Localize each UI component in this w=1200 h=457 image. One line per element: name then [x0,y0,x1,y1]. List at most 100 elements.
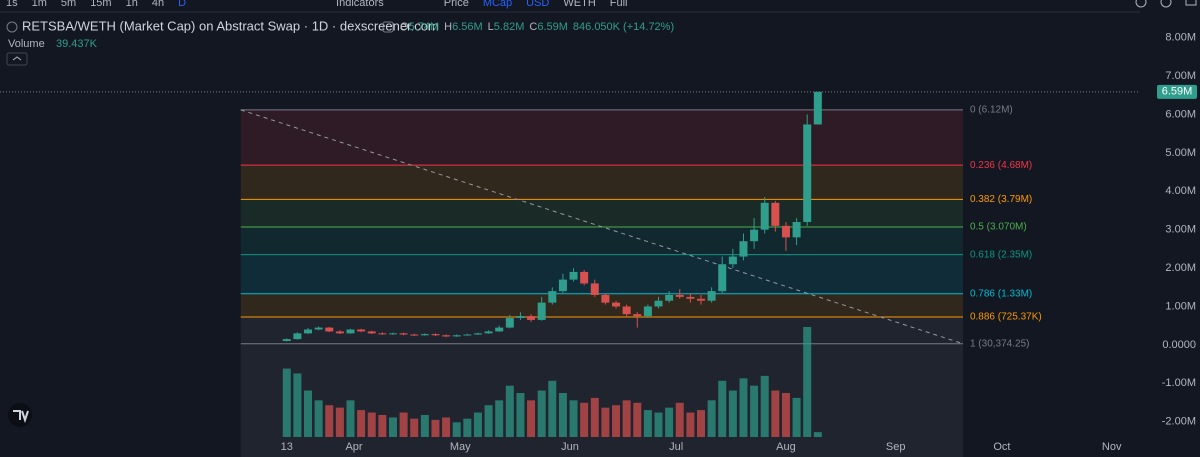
toolbar-item[interactable]: 1s [6,0,18,9]
volume-bar [601,407,610,437]
toolbar-item[interactable]: 15m [90,0,111,9]
fib-band [240,199,963,227]
toolbar-item[interactable]: Indicators [336,0,384,9]
x-tick-label: Oct [993,441,1010,453]
volume-bar [442,417,451,437]
volume-bar [760,375,769,437]
candle-body [367,331,376,334]
volume-bar [771,390,780,437]
candle-body [643,306,652,317]
candle-body [612,302,621,307]
price-axis-bg [1140,0,1200,457]
candle-body [558,279,567,292]
candle-body [527,316,536,320]
candle-body [718,264,727,292]
candle-body [484,331,493,334]
candle-body [314,327,323,330]
volume-bar [739,378,748,437]
volume-bar [282,368,291,437]
toolbar-item[interactable]: MCap [483,0,512,9]
settings-icon[interactable] [1160,0,1172,8]
fib-band [240,109,963,166]
volume-bar [346,400,355,437]
fib-label: 0.886 (725.37K) [970,312,1042,323]
y-tick-label: 8.00M [1165,32,1196,44]
fib-label: 1 (30,374.25) [970,338,1030,349]
fib-trendline [240,109,964,345]
candle-body [304,329,313,334]
candle-body [696,298,705,301]
candle-body [388,333,397,335]
collapse-icon [12,56,22,61]
volume-bar [495,400,504,437]
candle-body [420,334,429,336]
fib-band [240,226,963,255]
volume-bar [750,385,759,437]
volume-bar [378,415,387,437]
y-tick-label: 3.00M [1165,224,1196,236]
volume-bar [304,390,313,437]
toolbar: 1s 1m 5m 15m 1h 4h D Indicators Price MCap USD WETH… [6,0,628,9]
volume-bar [558,393,567,437]
candle-body [495,327,504,332]
candle-body [771,202,780,226]
last-price-label: 6.59M [1162,86,1193,98]
candle-body [569,271,578,280]
candle-body [601,294,610,303]
volume-bar [696,410,705,437]
candle-body [516,316,525,318]
toolbar-item[interactable]: D [178,0,186,9]
volume-label: Volume [8,38,45,50]
toolbar-item[interactable]: Price [444,0,469,9]
toolbar-item[interactable]: 1m [32,0,47,9]
volume-bar [293,373,302,437]
fib-label: 0.618 (2.35M) [970,249,1032,260]
volume-bar [367,412,376,437]
search-icon[interactable] [1135,0,1147,8]
volume-bar [420,415,429,437]
tv-logo-mark [13,410,29,424]
camera-icon[interactable] [1185,0,1197,6]
candle-body [739,241,748,257]
candle-body [548,291,557,303]
toolbar-item[interactable]: USD [526,0,549,9]
volume-bar [505,385,514,437]
x-tick-label: May [450,441,471,453]
candle-body [410,334,419,336]
volume-bar [622,400,631,437]
volume-bar [325,405,334,437]
eye-icon[interactable] [382,21,394,33]
ohlc-change: 846.050K (+14.72%) [573,21,674,33]
volume-bar [654,412,663,437]
toolbar-item[interactable]: 4h [152,0,164,9]
fib-band [240,254,963,294]
candle-body [442,335,451,337]
ohlc-value: 6.59M [537,21,568,33]
candle-body [622,306,631,315]
y-tick-label: 6.00M [1165,108,1196,120]
symbol-icon [6,21,18,33]
x-tick-label: 13 [281,441,293,453]
candle-body [357,329,366,332]
volume-bar [643,410,652,437]
toolbar-item[interactable]: 1h [126,0,138,9]
y-tick-label: -2.00M [1162,416,1196,428]
candle-body [431,334,440,336]
volume-bar [484,405,493,437]
volume-bar [612,405,621,437]
toolbar-item[interactable]: 5m [61,0,76,9]
toolbar-item[interactable]: Full [610,0,628,9]
candle-body [452,335,461,337]
candle-body [665,294,674,301]
collapse-button[interactable] [6,52,28,66]
fib-band [240,165,963,200]
y-tick-label: 1.00M [1165,300,1196,312]
volume-bar [357,410,366,437]
candle-body [792,221,801,238]
y-tick-label: 2.00M [1165,262,1196,274]
volume-bar [527,400,536,437]
toolbar-item[interactable]: WETH [563,0,595,9]
volume-bar [792,397,801,437]
volume-bar [473,412,482,437]
